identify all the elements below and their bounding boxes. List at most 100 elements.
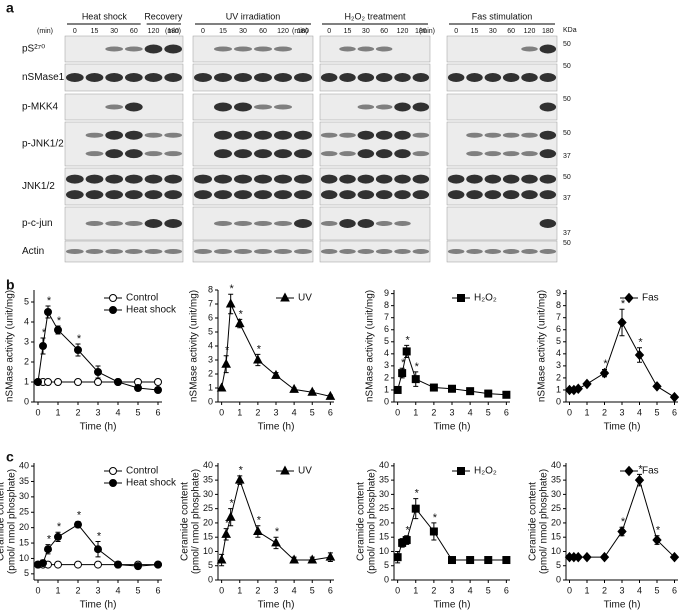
data-point xyxy=(74,520,82,529)
blot-band xyxy=(375,249,393,254)
series-line xyxy=(397,507,507,561)
blot-band xyxy=(294,190,312,200)
data-point xyxy=(54,378,62,386)
data-point xyxy=(669,551,680,563)
data-point xyxy=(599,367,610,379)
y-tick-label: 0 xyxy=(24,396,29,406)
data-point xyxy=(154,378,162,386)
blot-band xyxy=(521,249,538,254)
blot-band xyxy=(234,130,252,140)
blot-band xyxy=(447,249,465,254)
data-point xyxy=(44,545,52,554)
x-axis-label: Time (h) xyxy=(80,422,117,433)
y-tick-label: 35 xyxy=(379,474,389,484)
blot-band xyxy=(65,249,84,254)
blot-strip xyxy=(446,206,558,241)
significance-mark: * xyxy=(97,530,102,542)
y-tick-label: 0 xyxy=(208,396,213,406)
blot-band xyxy=(124,130,143,140)
blot-band xyxy=(539,149,557,159)
blot-band xyxy=(375,73,393,82)
blot-band xyxy=(144,174,163,184)
data-point xyxy=(154,386,162,394)
x-tick-label: 2 xyxy=(602,585,607,595)
blot-band xyxy=(294,149,312,159)
blot-band xyxy=(484,174,502,184)
data-point xyxy=(393,385,402,394)
kda-marker: 37 xyxy=(563,230,571,237)
blot-band xyxy=(164,174,183,184)
blot-band xyxy=(394,174,411,184)
y-axis-label: (pmol/ nmol phosphate) xyxy=(191,469,202,574)
data-point xyxy=(502,390,511,399)
y-tick-label: 20 xyxy=(551,517,561,527)
blot-strip xyxy=(319,63,431,92)
blot-band xyxy=(539,44,557,54)
y-tick-label: 7 xyxy=(208,298,213,308)
blot-band xyxy=(502,132,520,138)
y-tick-label: 5 xyxy=(384,560,389,570)
x-tick-label: 5 xyxy=(486,407,491,417)
x-tick-label: 6 xyxy=(328,585,333,595)
x-tick-label: 1 xyxy=(584,407,589,417)
blot-band xyxy=(294,130,312,140)
lane-label: 60 xyxy=(380,28,388,35)
x-tick-label: 4 xyxy=(292,585,297,595)
panel-label: c xyxy=(6,449,14,465)
data-point xyxy=(652,534,662,546)
blot-band xyxy=(85,151,104,157)
x-tick-label: 6 xyxy=(504,585,509,595)
blot-band xyxy=(164,151,183,157)
blot-band xyxy=(214,102,232,112)
blot-band xyxy=(521,151,538,157)
blot-band xyxy=(194,190,212,200)
x-tick-label: 3 xyxy=(273,407,278,417)
blot-band xyxy=(412,190,430,200)
data-point xyxy=(325,390,336,400)
data-point xyxy=(289,554,299,564)
lane-label: 120 xyxy=(524,28,536,35)
x-tick-label: 4 xyxy=(637,585,642,595)
blot-band xyxy=(502,151,520,157)
y-tick-label: 9 xyxy=(384,288,389,298)
y-tick-label: 25 xyxy=(379,503,389,513)
significance-mark: * xyxy=(603,358,608,370)
x-tick-label: 5 xyxy=(654,407,659,417)
x-tick-label: 5 xyxy=(486,585,491,595)
lane-label: 15 xyxy=(344,28,352,35)
blot-band xyxy=(85,132,104,138)
unit-label: (min) xyxy=(165,28,181,35)
data-point xyxy=(448,556,456,565)
blot-band xyxy=(539,102,557,112)
x-tick-label: 2 xyxy=(431,585,436,595)
blot-band xyxy=(164,190,183,200)
legend-marker xyxy=(624,465,634,477)
unit-label: (min) xyxy=(37,28,53,35)
y-tick-label: 5 xyxy=(384,336,389,346)
data-point xyxy=(225,298,236,308)
blot-band xyxy=(447,174,465,184)
y-tick-label: 0 xyxy=(208,574,213,584)
blot-band xyxy=(105,221,124,226)
y-tick-label: 5 xyxy=(556,560,561,570)
y-tick-label: 20 xyxy=(19,522,29,532)
blot-band xyxy=(357,249,375,254)
data-point xyxy=(429,527,438,536)
blot-band xyxy=(124,73,143,82)
blot-strip xyxy=(64,93,184,121)
data-point xyxy=(34,378,42,386)
x-tick-label: 5 xyxy=(135,407,140,417)
legend-label: H₂O₂ xyxy=(474,466,497,477)
y-tick-label: 0 xyxy=(384,396,389,406)
blot-band xyxy=(339,151,356,157)
blot-band xyxy=(85,249,104,254)
blot-strip xyxy=(319,93,431,121)
data-point xyxy=(221,358,231,368)
x-tick-label: 2 xyxy=(255,585,260,595)
blot-band xyxy=(320,151,338,157)
kda-marker: 37 xyxy=(563,153,571,160)
x-tick-label: 2 xyxy=(602,407,607,417)
blot-band xyxy=(105,130,124,140)
significance-mark: * xyxy=(42,327,47,339)
blot-band xyxy=(65,73,84,82)
